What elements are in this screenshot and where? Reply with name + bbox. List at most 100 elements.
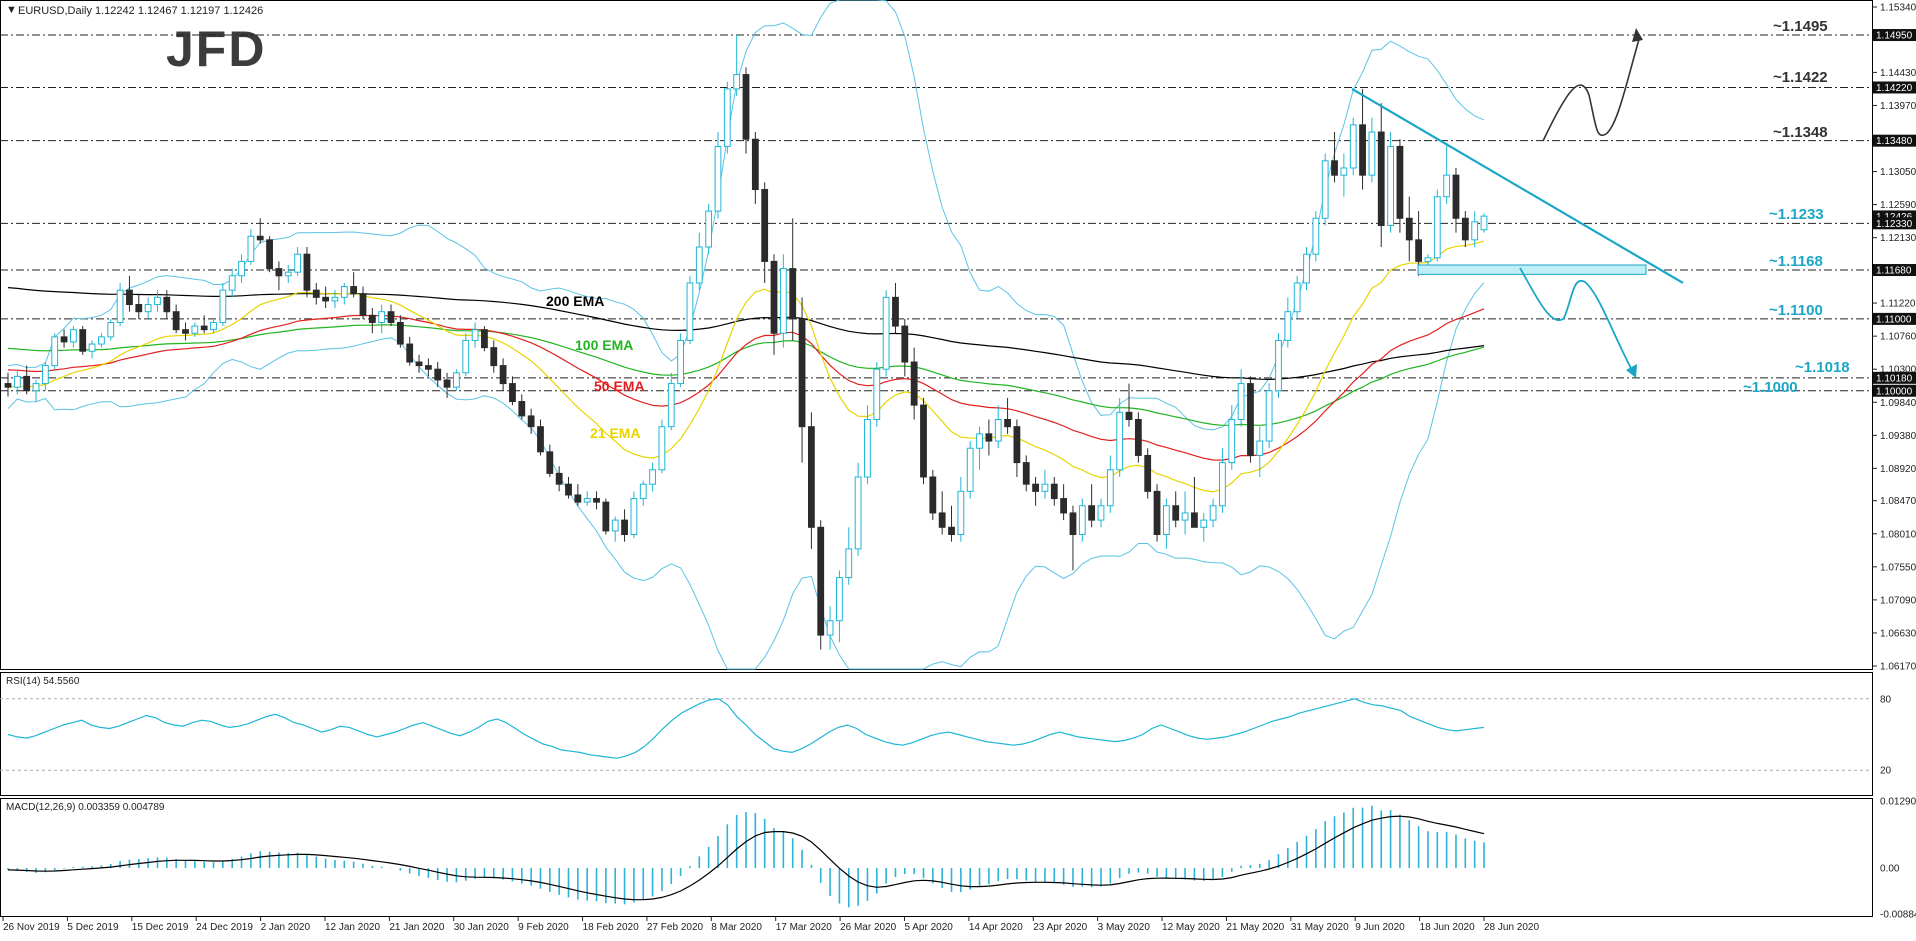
candle-up [845,548,853,579]
candle-up [378,311,386,323]
candle-up [116,289,124,323]
ema-21-label: 21 EMA [590,425,641,441]
price-tick-label: 1.07550 [1880,562,1916,573]
candle-down [518,401,526,417]
bearish-arrow-head [1626,364,1637,378]
candle-up [191,325,199,334]
date-tick-label: 18 Feb 2020 [583,922,640,933]
price-tick-label: 1.08010 [1880,529,1916,540]
candle-up [1275,339,1282,392]
candle-down [509,383,516,403]
candle-up [1097,505,1105,521]
candle-down [182,329,189,334]
price-tick-label: 1.12130 [1880,233,1916,244]
date-tick-label: 9 Jun 2020 [1355,922,1405,933]
candle-up [686,282,694,341]
date-tick-label: 26 Mar 2020 [840,922,897,933]
level-label-1018: ~1.1018 [1795,359,1850,376]
candle-up [1443,174,1451,198]
candle-down [424,365,432,370]
candle-up [41,365,49,385]
candle-down [1153,490,1161,535]
candle-down [1415,239,1423,262]
price-tick-label: 1.12590 [1880,200,1916,211]
price-highlight-label: 1.10180 [1876,373,1913,384]
ema-100-line [7,324,1485,426]
candle-up [1256,440,1264,456]
price-tick-label: 1.08470 [1880,496,1916,507]
date-tick-label: 21 May 2020 [1226,922,1284,933]
candle-down [490,347,498,367]
candle-up [13,375,21,388]
candle-down [1359,124,1366,176]
candle-up [957,490,965,535]
candle-up [453,372,460,388]
candle-down [79,329,87,352]
candle-down [602,501,610,532]
candle-up [210,321,217,331]
candle-down [368,314,376,323]
candle-down [275,268,283,277]
candle-down [1004,419,1011,428]
ema-100-label: 100 EMA [575,337,633,353]
candle-up [1321,160,1329,219]
price-highlight-label: 1.11680 [1876,266,1912,277]
candle-down [4,383,12,388]
date-tick-label: 5 Dec 2019 [67,922,119,933]
price-highlight-label: 1.14220 [1876,83,1913,94]
candle-down [546,451,554,474]
candle-up [1387,145,1394,226]
candle-down [920,404,927,478]
price-highlight-box [1873,217,1916,230]
price-tick-label: 1.13050 [1880,167,1916,178]
date-tick-label: 21 Jan 2020 [389,922,444,933]
symbol-header: EURUSD,Daily 1.12242 1.12467 1.12197 1.1… [18,5,263,17]
candle-down [527,415,535,428]
candle-down [396,321,404,345]
level-label-1233: ~1.1233 [1769,206,1824,223]
candle-down [1125,411,1133,421]
candle-down [322,296,330,302]
candle-down [350,286,358,295]
candle-down [1060,498,1068,514]
candle-down [387,311,395,323]
candle-down [1013,426,1021,464]
candle-up [32,383,40,392]
price-highlight-label: 1.14950 [1876,31,1913,42]
candle-down [135,304,143,313]
date-tick-label: 30 Jan 2020 [454,922,509,933]
candle-up [1181,512,1189,521]
candle-up [88,343,96,352]
candle-up [864,419,871,478]
ema-200-label: 200 EMA [546,293,604,309]
candle-up [98,336,105,345]
rsi-line [7,698,1485,759]
candle-up [630,498,638,535]
candle-down [892,296,899,327]
candle-up [471,329,479,341]
candle-up [1078,505,1086,535]
candle-up [247,235,255,262]
price-highlight-box [1873,81,1916,94]
macd-tick-label: 0.00 [1880,864,1900,875]
ema-21-line [7,240,1485,493]
candle-down [901,325,909,363]
candle-down [751,138,759,191]
macd-tick-label: -0.008846 [1880,910,1916,921]
candle-up [658,426,666,471]
candle-down [443,379,451,388]
candle-down [1452,174,1460,219]
candle-up [779,268,787,334]
candle-up [340,286,348,298]
candle-down [985,433,993,442]
date-tick-label: 24 Dec 2019 [196,922,253,933]
candle-up [51,336,59,367]
price-tick-label: 1.08920 [1880,464,1916,475]
candle-up [1340,167,1348,176]
price-highlight-box [1873,384,1916,397]
candle-up [294,253,301,273]
candle-up [854,476,862,550]
candle-down [1172,505,1180,521]
